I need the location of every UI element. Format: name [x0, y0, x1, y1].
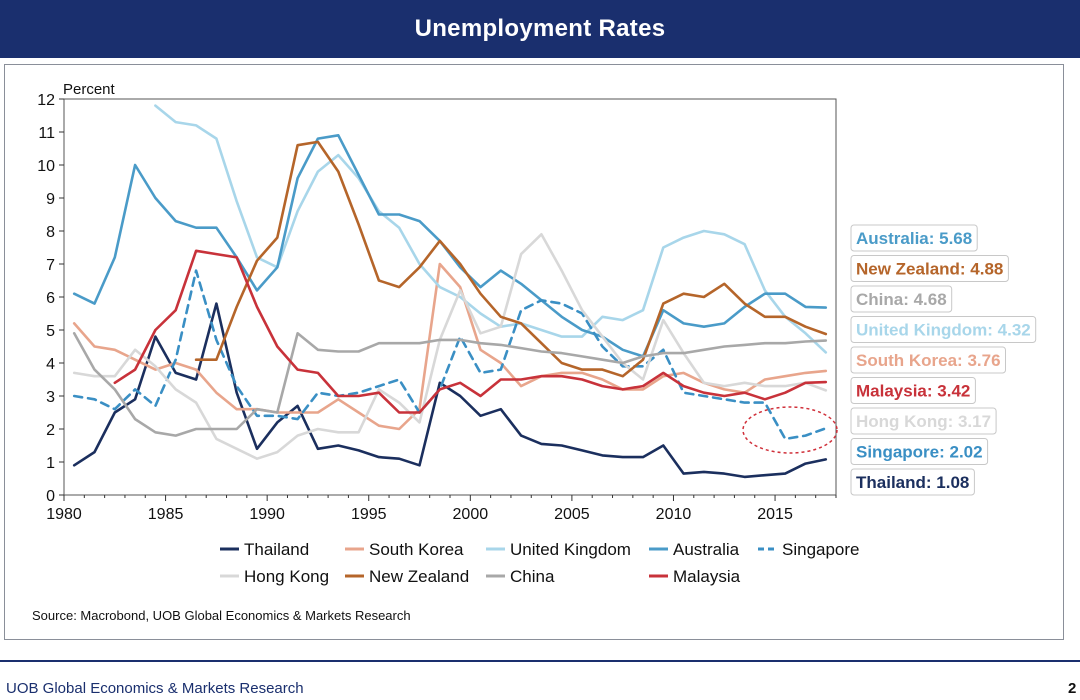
end-label-text: China: 4.68: [856, 290, 947, 309]
end-label-box: [850, 468, 975, 496]
end-label-text: New Zealand: 4.88: [856, 260, 1003, 279]
x-tick-label: 2015: [757, 506, 793, 523]
legend-item: Thailand: [220, 540, 309, 559]
x-tick-label: 1995: [351, 506, 387, 523]
end-label-box: [850, 224, 978, 252]
end-label-text: Hong Kong: 3.17: [856, 412, 991, 431]
end-label: Australia: 5.68: [850, 224, 978, 252]
legend-label: Hong Kong: [244, 567, 329, 586]
end-label: China: 4.68: [850, 285, 953, 313]
y-tick-label: 6: [46, 290, 55, 307]
y-tick-label: 4: [46, 356, 55, 373]
legend-label: Thailand: [244, 540, 309, 559]
title-bar: Unemployment Rates: [0, 0, 1080, 58]
y-tick-label: 10: [37, 158, 55, 175]
legend-item: Australia: [649, 540, 740, 559]
page-number: 2: [1068, 680, 1077, 697]
series-line-china: [72, 331, 828, 437]
series-line-new-zealand: [194, 140, 828, 378]
annotation-circle: [742, 406, 838, 454]
legend-item: Singapore: [758, 540, 860, 559]
x-tick-label: 1980: [46, 506, 82, 523]
end-label: Thailand: 1.08: [850, 468, 975, 496]
end-label: South Korea: 3.76: [850, 346, 1006, 374]
legend-label: Malaysia: [673, 567, 741, 586]
page-title: Unemployment Rates: [414, 15, 666, 42]
y-tick-label: 9: [46, 191, 55, 208]
series-line-malaysia: [113, 249, 828, 414]
source-note: Source: Macrobond, UOB Global Economics …: [32, 608, 411, 623]
x-tick-label: 2005: [554, 506, 590, 523]
end-label-box: [850, 316, 1037, 343]
end-label-box: [850, 346, 1006, 374]
end-label: United Kingdom: 4.32: [850, 316, 1037, 343]
y-tick-label: 2: [46, 422, 55, 439]
legend-item: Hong Kong: [220, 567, 329, 586]
footer-divider: [0, 660, 1080, 662]
end-label-box: [850, 285, 953, 313]
end-label: Malaysia: 3.42: [850, 377, 976, 404]
legend-item: New Zealand: [345, 567, 469, 586]
y-axis-label: Percent: [63, 81, 116, 98]
x-tick-label: 2000: [453, 506, 489, 523]
end-label-text: Thailand: 1.08: [856, 473, 969, 492]
x-tick-label: 2010: [656, 506, 692, 523]
end-label-text: Malaysia: 3.42: [856, 382, 970, 401]
y-tick-label: 1: [46, 455, 55, 472]
footer-text: UOB Global Economics & Markets Research: [6, 680, 304, 697]
legend-label: United Kingdom: [510, 540, 631, 559]
y-tick-label: 7: [46, 257, 55, 274]
legend-item: Malaysia: [649, 567, 741, 586]
y-tick-label: 8: [46, 224, 55, 241]
legend-label: China: [510, 567, 555, 586]
y-tick-label: 5: [46, 323, 55, 340]
end-label-box: [850, 377, 976, 404]
end-label-text: South Korea: 3.76: [856, 351, 1001, 370]
end-label-text: Singapore: 2.02: [856, 443, 983, 462]
x-tick-label: 1990: [249, 506, 285, 523]
end-label: New Zealand: 4.88: [850, 255, 1009, 282]
end-label: Hong Kong: 3.17: [850, 407, 997, 435]
series-line-singapore: [72, 269, 828, 441]
legend-item: China: [486, 567, 555, 586]
series-line-thailand: [72, 302, 828, 479]
series-line-united-kingdom: [154, 104, 828, 354]
end-label-box: [850, 255, 1009, 282]
legend-item: South Korea: [345, 540, 464, 559]
end-label-box: [850, 438, 989, 465]
legend-item: United Kingdom: [486, 540, 631, 559]
x-tick-label: 1985: [148, 506, 184, 523]
legend-label: Singapore: [782, 540, 860, 559]
end-label-text: United Kingdom: 4.32: [856, 321, 1031, 340]
legend-label: Australia: [673, 540, 740, 559]
y-tick-label: 12: [37, 92, 55, 109]
end-label: Singapore: 2.02: [850, 438, 989, 465]
series-line-south-korea: [72, 262, 828, 431]
legend-label: South Korea: [369, 540, 464, 559]
y-tick-label: 11: [38, 125, 55, 142]
series-line-hong-kong: [72, 233, 828, 461]
y-tick-label: 3: [46, 389, 55, 406]
end-label-text: Australia: 5.68: [856, 229, 972, 248]
y-tick-label: 0: [46, 488, 55, 505]
end-label-box: [850, 407, 997, 435]
legend-label: New Zealand: [369, 567, 469, 586]
